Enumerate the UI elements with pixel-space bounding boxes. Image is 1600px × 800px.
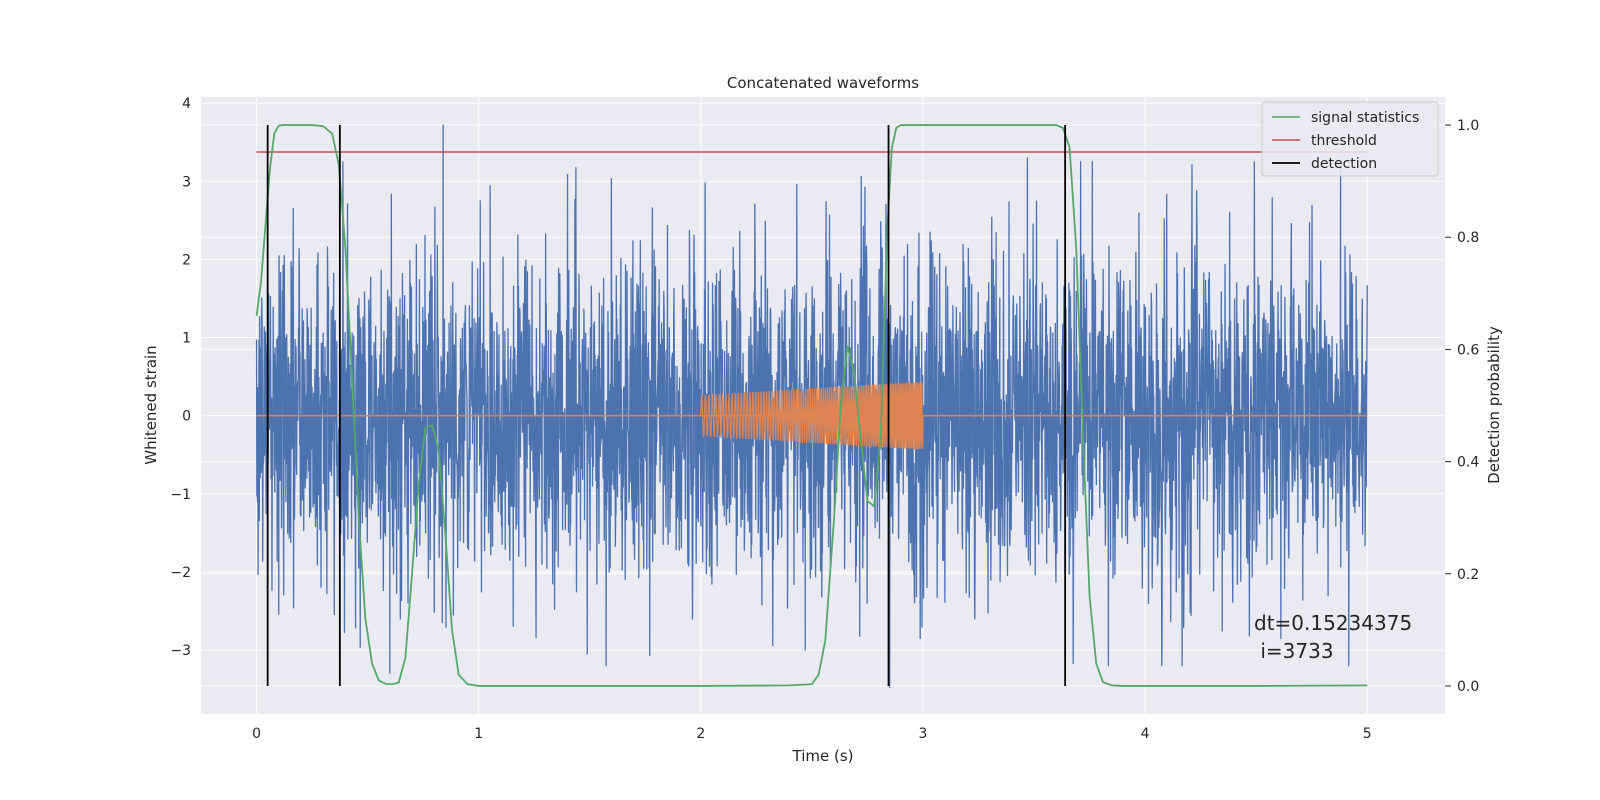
y-right-tick-label: 0.2 xyxy=(1457,567,1479,583)
y-right-tick-label: 0.0 xyxy=(1457,679,1479,695)
injection-chirp-line xyxy=(700,381,924,450)
axes: 0 1 2 3 4 5 −3 −2 −1 0 1 2 3 4 0.0 0.2 0.4 0.6 0.8 1.0 xyxy=(170,96,1479,742)
annotation-dt: dt=0.15234375 xyxy=(1254,611,1412,635)
strain-noise-line xyxy=(255,124,1368,689)
y-tick-label: −1 xyxy=(170,487,191,503)
x-tick-label: 5 xyxy=(1363,726,1372,742)
legend: signal statistics threshold detection xyxy=(1261,101,1439,177)
x-tick-label: 3 xyxy=(919,726,928,742)
y-axis-title: Whitened strain xyxy=(142,345,160,464)
annotation-index: i=3733 xyxy=(1254,639,1334,663)
legend-box xyxy=(1261,101,1439,177)
x-tick-label: 1 xyxy=(474,726,483,742)
y-tick-label: 0 xyxy=(182,409,191,425)
x-tick-label: 2 xyxy=(696,726,705,742)
y-right-tick-label: 1.0 xyxy=(1457,118,1479,134)
y-right-tick-label: 0.8 xyxy=(1457,230,1479,246)
y-axis-right-title: Detection probability xyxy=(1485,326,1503,484)
x-tick-label: 0 xyxy=(252,726,261,742)
y-tick-label: 4 xyxy=(182,96,191,112)
y-right-tick-label: 0.6 xyxy=(1457,342,1479,358)
y-right-tick-label: 0.4 xyxy=(1457,455,1479,471)
y-tick-label: 2 xyxy=(182,252,191,268)
legend-label-signal-statistics: signal statistics xyxy=(1311,110,1419,126)
legend-label-threshold: threshold xyxy=(1311,133,1377,149)
x-axis-title: Time (s) xyxy=(792,747,854,765)
signal-statistics-line xyxy=(255,124,1368,687)
y-tick-label: 1 xyxy=(182,331,191,347)
y-tick-label: 3 xyxy=(182,174,191,190)
y-tick-label: −3 xyxy=(170,643,191,659)
chart-title: Concatenated waveforms xyxy=(727,74,919,92)
legend-label-detection: detection xyxy=(1311,156,1377,172)
plot-area xyxy=(255,124,1368,689)
y-tick-label: −2 xyxy=(170,565,191,581)
x-tick-label: 4 xyxy=(1141,726,1150,742)
